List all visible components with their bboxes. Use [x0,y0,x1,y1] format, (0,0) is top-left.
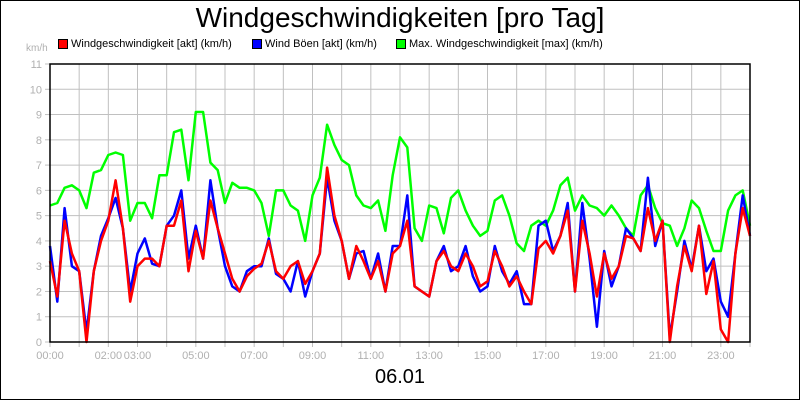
svg-text:0: 0 [36,337,42,349]
svg-text:19:00: 19:00 [590,350,618,362]
svg-text:5: 5 [36,211,42,223]
plot-area-border [49,63,751,343]
svg-text:9: 9 [36,110,42,122]
svg-text:09:00: 09:00 [299,350,327,362]
svg-text:05:00: 05:00 [182,350,210,362]
legend-swatch-red [58,39,68,49]
legend-swatch-blue [252,39,262,49]
legend-item-gusts: Wind Böen [akt] (km/h) [252,38,377,50]
legend-swatch-green [396,39,406,49]
svg-text:4: 4 [36,236,42,248]
legend-label: Windgeschwindigkeit [akt] (km/h) [71,38,232,50]
date-label: 06.01 [374,366,426,388]
svg-text:21:00: 21:00 [649,350,677,362]
svg-text:13:00: 13:00 [415,350,443,362]
svg-text:03:00: 03:00 [124,350,152,362]
svg-text:11: 11 [31,59,42,71]
y-axis-unit: km/h [26,43,48,54]
svg-text:07:00: 07:00 [240,350,268,362]
data-series [48,110,752,344]
svg-text:15:00: 15:00 [474,350,502,362]
svg-text:6: 6 [36,185,42,197]
legend: Windgeschwindigkeit [akt] (km/h) Wind Bö… [0,38,800,54]
chart-title: Windgeschwindigkeiten [pro Tag] [195,2,605,33]
y-axis-ticks: 0 1 2 3 4 5 6 7 8 9 10 11 [30,59,50,349]
legend-label: Wind Böen [akt] (km/h) [265,38,377,50]
svg-text:23:00: 23:00 [707,350,735,362]
svg-text:11:00: 11:00 [357,350,384,362]
svg-text:7: 7 [36,160,42,172]
svg-text:8: 8 [36,135,42,147]
legend-item-wind-speed: Windgeschwindigkeit [akt] (km/h) [58,38,232,50]
legend-item-max-speed: Max. Windgeschwindigkeit [max] (km/h) [396,38,603,50]
svg-text:00:00: 00:00 [36,350,64,362]
svg-text:17:00: 17:00 [532,350,560,362]
legend-label: Max. Windgeschwindigkeit [max] (km/h) [409,38,603,50]
svg-text:2: 2 [36,286,42,298]
svg-text:10: 10 [30,84,42,96]
svg-text:02:00: 02:00 [95,350,123,362]
x-axis-ticks: 00:00 02:00 03:00 05:00 07:00 09:00 11:00 13:00… [36,342,751,362]
svg-text:1: 1 [36,312,42,324]
svg-text:3: 3 [36,261,42,273]
